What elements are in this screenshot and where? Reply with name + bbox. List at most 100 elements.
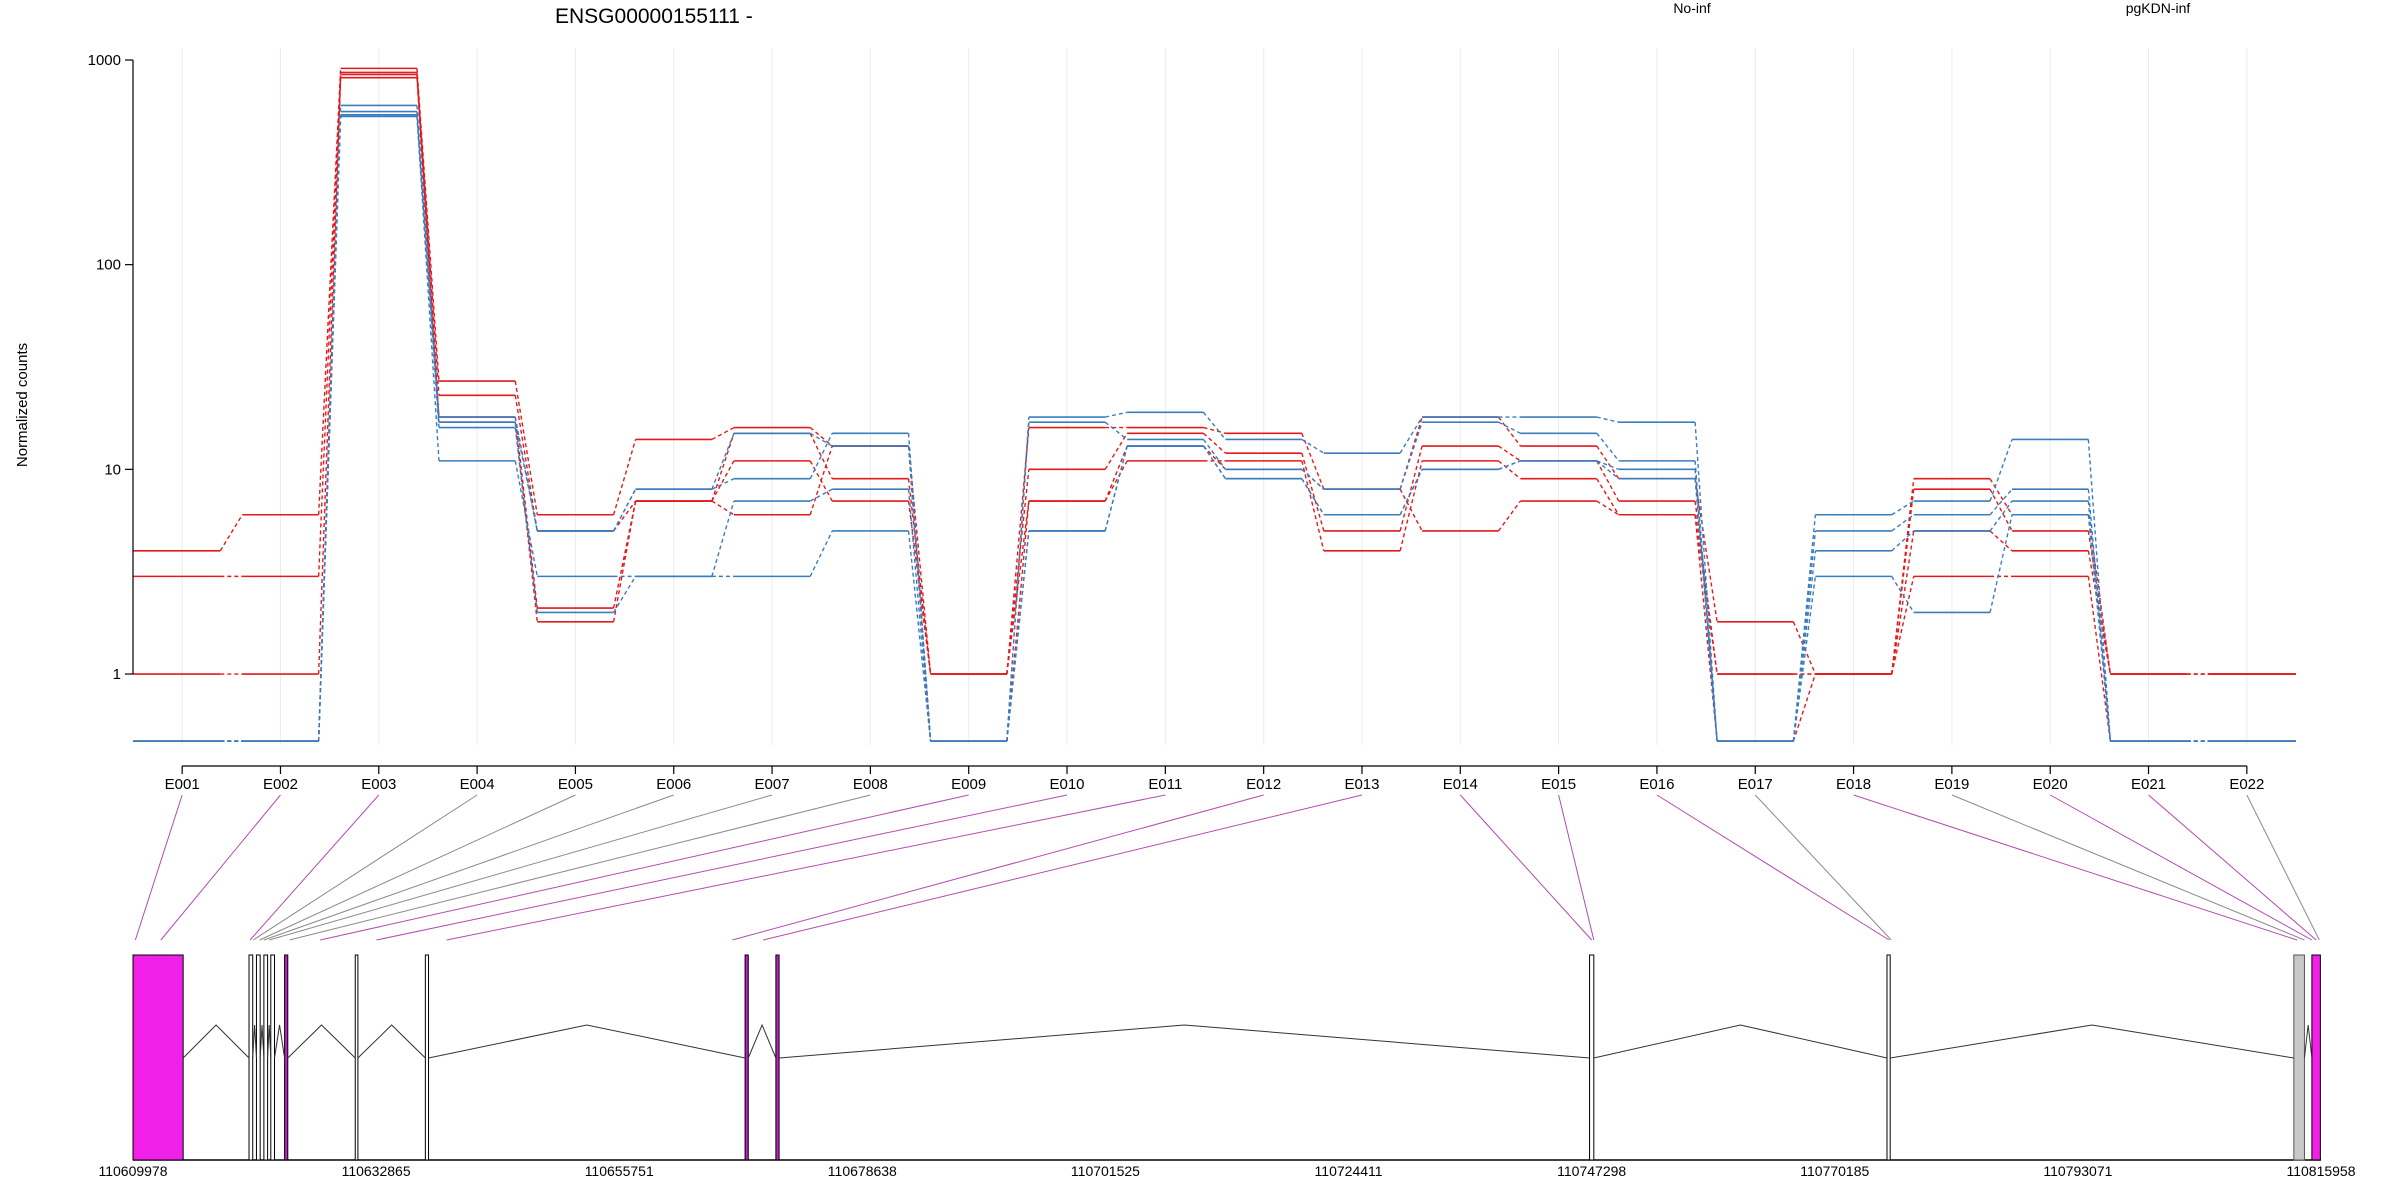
exon-feature-exon: [424, 954, 430, 1161]
connector-e019: [1951, 794, 2305, 941]
x-tick-label-e009: E009: [951, 776, 986, 793]
transition-line: [612, 488, 637, 532]
intron-line: [267, 1024, 272, 1059]
genomic-coordinate-label: 110815958: [2286, 1163, 2355, 1179]
y-tick-label: 1000: [88, 52, 121, 69]
genomic-coordinate-label: 110747298: [1557, 1163, 1626, 1179]
connector-e002: [160, 794, 281, 941]
connector-e006: [263, 794, 674, 941]
exon-feature-grey-block: [2293, 954, 2305, 1161]
exon-feature-exon: [354, 954, 359, 1161]
transition-line: [317, 116, 342, 742]
intron-line: [182, 1024, 250, 1059]
genomic-coordinate-label: 110793071: [2043, 1163, 2112, 1179]
x-tick-label-e018: E018: [1836, 776, 1871, 793]
transition-line: [809, 433, 833, 480]
transition-line: [514, 380, 538, 515]
intron-line: [747, 1023, 777, 1059]
transition-line: [1399, 460, 1423, 551]
transition-line: [1104, 445, 1128, 532]
exon-feature-exon: [263, 954, 269, 1161]
transition-line: [1497, 500, 1522, 532]
x-tick-label-e011: E011: [1148, 776, 1182, 793]
transition-line: [907, 445, 932, 742]
series-pgkdn-inf-5: [133, 104, 2296, 742]
series-pgkdn-inf-8: [133, 115, 2296, 742]
transition-line: [1498, 460, 1521, 471]
transition-line: [1301, 478, 1325, 516]
intron-line: [357, 1024, 426, 1059]
transition-line: [1202, 445, 1227, 470]
transition-line: [1989, 439, 2013, 502]
transition-line: [612, 500, 637, 622]
transition-line: [1006, 530, 1030, 742]
x-tick-label-e007: E007: [755, 776, 790, 793]
connector-e015: [1558, 794, 1595, 941]
connector-e007: [269, 794, 773, 941]
transition-line: [907, 530, 932, 742]
exon-feature-exon: [255, 954, 261, 1161]
intron-line: [1593, 1024, 1888, 1059]
transition-line: [1694, 460, 1718, 742]
y-tick-label: 1: [113, 666, 121, 683]
exon-feature-exon: [1589, 954, 1595, 1161]
connector-e004: [252, 794, 478, 941]
transition-line: [1498, 445, 1521, 462]
x-tick-label-e016: E016: [1639, 776, 1674, 793]
transition-line: [2087, 439, 2112, 742]
transition-line: [1792, 576, 1817, 742]
x-tick-label-e003: E003: [361, 776, 396, 793]
transition-line: [1891, 514, 1915, 532]
transition-line: [1596, 460, 1620, 471]
genomic-coordinate-label: 110678638: [828, 1163, 897, 1179]
series-no-inf-4: [133, 76, 2296, 742]
series-no-inf-3: [133, 73, 2296, 675]
exon-feature-highlight-block: [2311, 954, 2321, 1161]
transition-line: [1104, 445, 1128, 502]
transition-line: [1596, 500, 1620, 516]
transition-line: [1202, 445, 1227, 480]
transition-line: [1399, 488, 1423, 532]
transition-line: [907, 489, 932, 742]
transition-line: [711, 460, 735, 502]
intron-line: [428, 1024, 746, 1059]
transition-line: [1891, 500, 1915, 516]
connector-e009: [320, 794, 969, 941]
transition-line: [1596, 460, 1620, 480]
transition-line: [1104, 432, 1128, 470]
genomic-coordinate-label: 110724411: [1315, 1163, 1383, 1179]
transition-line: [317, 72, 342, 577]
transition-line: [1104, 421, 1128, 440]
x-tick-label-e004: E004: [460, 776, 495, 793]
connector-e008: [289, 794, 871, 941]
connector-e010: [376, 794, 1068, 941]
transition-line: [1006, 500, 1030, 675]
transition-line: [1498, 421, 1521, 434]
transition-line: [1399, 416, 1423, 490]
transition-line: [1694, 478, 1718, 742]
x-tick-label-e019: E019: [1934, 776, 1969, 793]
x-tick-label-e008: E008: [853, 776, 888, 793]
y-axis-label: Normalized counts: [14, 343, 31, 467]
transition-line: [1989, 488, 2013, 532]
connector-e011: [446, 794, 1166, 941]
transition-line: [514, 427, 538, 613]
transition-line: [1989, 478, 2013, 516]
genomic-coordinate-label: 110632865: [342, 1163, 411, 1179]
transition-line: [2087, 514, 2112, 742]
x-tick-label-e015: E015: [1541, 776, 1576, 793]
transition-line: [1989, 514, 2013, 613]
exon-connectors: [134, 794, 2320, 941]
x-tick-label-e012: E012: [1246, 776, 1281, 793]
transition-line: [809, 432, 833, 447]
x-tick-label-e013: E013: [1344, 776, 1379, 793]
transition-line: [1202, 445, 1227, 480]
x-tick-label-e002: E002: [263, 776, 298, 793]
intron-line: [2303, 1024, 2313, 1059]
transition-line: [1006, 469, 1030, 675]
transition-line: [219, 514, 243, 552]
transition-line: [1006, 422, 1030, 742]
transition-line: [1596, 432, 1620, 462]
transition-line: [612, 500, 637, 609]
legend-entry-no-inf: No-inf: [1673, 0, 1710, 16]
